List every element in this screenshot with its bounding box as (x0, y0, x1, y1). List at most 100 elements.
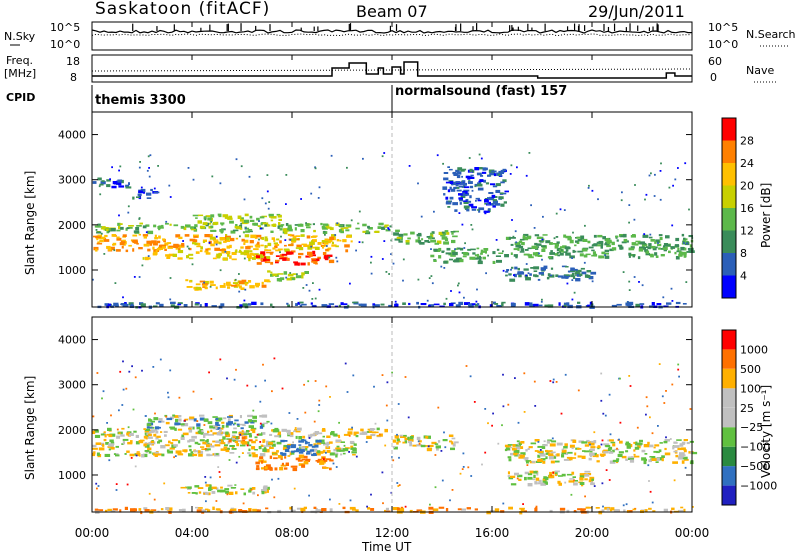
data-cell (619, 377, 621, 380)
data-cell (281, 452, 287, 456)
data-cell (204, 476, 207, 478)
data-cell (541, 245, 546, 247)
data-cell (565, 275, 569, 279)
data-cell (138, 233, 141, 236)
data-cell (235, 284, 240, 287)
data-cell (133, 230, 140, 233)
data-cell (546, 450, 553, 453)
data-cell (329, 441, 333, 444)
data-cell (595, 507, 600, 509)
data-cell (318, 404, 321, 406)
data-cell (253, 253, 255, 257)
colorbar-tick-label: 1000 (740, 343, 768, 356)
data-cell (590, 448, 595, 452)
data-cell (167, 242, 172, 245)
data-cell (251, 446, 256, 450)
data-cell (188, 247, 190, 250)
data-cell (432, 508, 439, 512)
data-cell (189, 448, 192, 452)
data-cell (192, 453, 198, 457)
data-cell (149, 430, 156, 433)
data-cell (289, 234, 295, 237)
data-cell (545, 452, 550, 455)
data-cell (543, 265, 548, 269)
data-cell (682, 456, 688, 460)
data-cell (291, 450, 295, 453)
data-cell (559, 246, 565, 249)
data-cell (239, 218, 244, 222)
data-cell (338, 503, 341, 505)
data-cell (107, 445, 114, 448)
data-cell (563, 302, 569, 305)
data-cell (682, 303, 687, 305)
data-cell (334, 452, 339, 456)
data-cell (265, 259, 270, 261)
data-cell (296, 273, 298, 276)
data-cell (240, 488, 245, 490)
data-cell (110, 228, 116, 232)
data-cell (570, 267, 575, 271)
data-cell (143, 243, 150, 247)
data-cell (248, 425, 254, 428)
data-cell (501, 424, 503, 427)
data-cell (461, 185, 466, 188)
data-cell (298, 444, 302, 446)
data-cell (191, 435, 197, 439)
data-cell (647, 441, 650, 446)
data-cell (146, 197, 152, 199)
data-cell (574, 452, 577, 456)
data-cell (501, 192, 507, 195)
data-cell (336, 449, 341, 452)
data-cell (396, 441, 399, 445)
data-cell (262, 222, 269, 225)
data-cell (173, 243, 179, 247)
data-cell (324, 258, 329, 261)
data-cell (610, 507, 615, 511)
data-cell (602, 236, 606, 240)
data-cell (342, 452, 346, 455)
data-cell (142, 225, 147, 229)
data-cell (153, 498, 156, 501)
data-cell (261, 491, 265, 495)
data-cell (619, 246, 624, 250)
data-cell (352, 508, 356, 511)
data-cell (153, 417, 159, 421)
data-cell (212, 257, 217, 260)
data-cell (665, 235, 670, 239)
velocity-cells (92, 357, 698, 515)
data-cell (128, 370, 131, 373)
data-cell (542, 461, 546, 464)
data-cell (392, 446, 395, 448)
data-cell (430, 254, 435, 258)
data-cell (584, 274, 589, 278)
data-cell (158, 426, 161, 429)
data-cell (502, 168, 507, 172)
data-cell (310, 192, 313, 195)
data-cell (514, 472, 519, 476)
data-cell (194, 227, 196, 229)
data-cell (100, 181, 106, 185)
data-cell (98, 447, 105, 451)
data-cell (461, 223, 464, 226)
data-cell (229, 244, 232, 249)
data-cell (534, 275, 539, 278)
data-cell (141, 264, 144, 267)
data-cell (119, 509, 122, 513)
data-cell (260, 222, 263, 226)
colorbar-swatch (722, 330, 736, 350)
data-cell (467, 181, 473, 184)
data-cell (217, 508, 221, 511)
data-cell (504, 449, 508, 452)
data-cell (218, 214, 222, 218)
data-cell (531, 245, 538, 249)
data-cell (369, 428, 375, 431)
data-cell (374, 431, 379, 434)
data-cell (628, 221, 630, 224)
data-cell (582, 238, 588, 242)
data-cell (351, 426, 353, 429)
data-cell (153, 305, 158, 308)
data-cell (308, 289, 311, 292)
data-cell (428, 304, 435, 307)
data-cell (462, 255, 467, 258)
data-cell (161, 224, 164, 228)
